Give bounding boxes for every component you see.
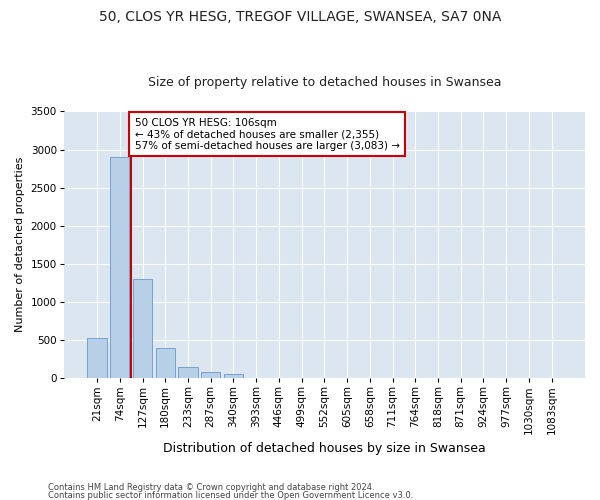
Bar <box>133 279 152 378</box>
Bar <box>224 374 243 378</box>
Text: 50 CLOS YR HESG: 106sqm
← 43% of detached houses are smaller (2,355)
57% of semi: 50 CLOS YR HESG: 106sqm ← 43% of detache… <box>134 118 400 151</box>
Y-axis label: Number of detached properties: Number of detached properties <box>15 157 25 332</box>
Bar <box>155 348 175 378</box>
Bar <box>178 366 197 378</box>
Bar <box>88 338 107 378</box>
Text: 50, CLOS YR HESG, TREGOF VILLAGE, SWANSEA, SA7 0NA: 50, CLOS YR HESG, TREGOF VILLAGE, SWANSE… <box>99 10 501 24</box>
Bar <box>110 157 130 378</box>
Text: Contains public sector information licensed under the Open Government Licence v3: Contains public sector information licen… <box>48 491 413 500</box>
X-axis label: Distribution of detached houses by size in Swansea: Distribution of detached houses by size … <box>163 442 486 455</box>
Title: Size of property relative to detached houses in Swansea: Size of property relative to detached ho… <box>148 76 501 90</box>
Text: Contains HM Land Registry data © Crown copyright and database right 2024.: Contains HM Land Registry data © Crown c… <box>48 484 374 492</box>
Bar <box>201 372 220 378</box>
